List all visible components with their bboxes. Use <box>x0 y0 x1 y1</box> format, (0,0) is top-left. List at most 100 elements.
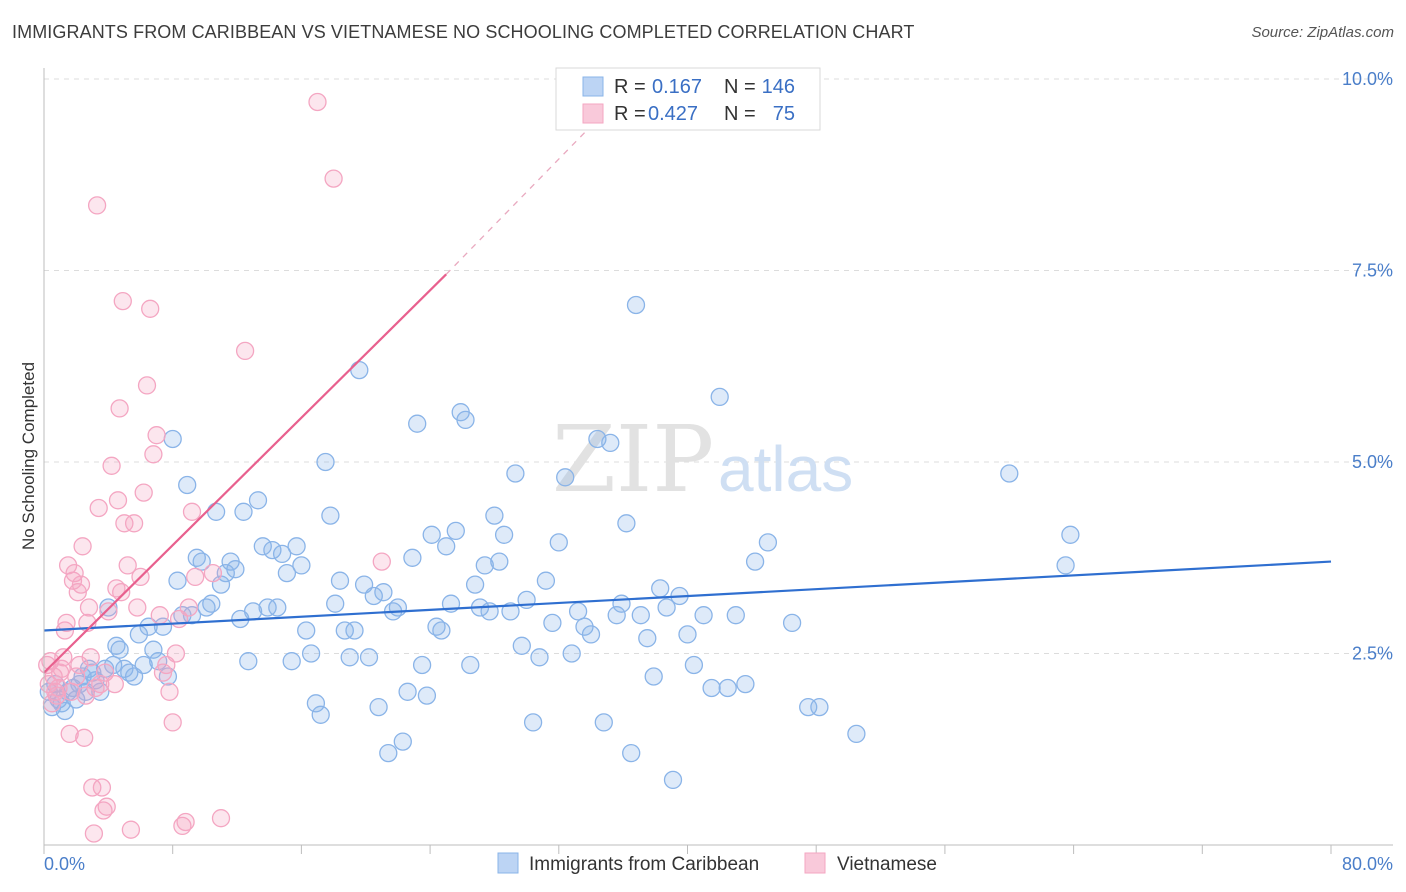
point-caribbean-131 <box>684 655 704 675</box>
point-vietnamese-23 <box>75 728 94 747</box>
legend-label-vietnamese: Vietnamese <box>837 854 937 875</box>
trendline-vietnamese-extension <box>445 109 608 275</box>
stats-n-label-2: N = <box>724 103 756 125</box>
point-caribbean-70 <box>350 360 369 380</box>
point-vietnamese-14 <box>60 724 79 744</box>
point-vietnamese-39 <box>102 456 121 475</box>
point-vietnamese-46 <box>115 514 134 533</box>
point-caribbean-81 <box>403 548 422 567</box>
point-caribbean-31 <box>163 429 182 449</box>
point-caribbean-107 <box>536 571 556 590</box>
y-tick-labels: 2.5% 5.0% 7.5% 10.0% <box>1342 69 1393 664</box>
point-vietnamese-47 <box>118 556 137 575</box>
point-vietnamese-56 <box>147 426 166 445</box>
y-tick-label-0: 2.5% <box>1352 644 1393 664</box>
point-caribbean-80 <box>398 682 417 701</box>
point-caribbean-65 <box>326 594 345 613</box>
point-caribbean-34 <box>178 475 197 495</box>
point-caribbean-103 <box>512 636 531 655</box>
point-vietnamese-27 <box>81 648 100 667</box>
point-caribbean-106 <box>530 648 549 667</box>
point-caribbean-73 <box>364 586 383 606</box>
point-caribbean-132 <box>694 606 713 625</box>
point-vietnamese-67 <box>182 502 202 521</box>
point-caribbean-146 <box>1061 525 1080 544</box>
point-caribbean-84 <box>417 686 437 705</box>
point-caribbean-44 <box>226 560 245 579</box>
point-vietnamese-53 <box>137 376 157 395</box>
point-caribbean-61 <box>306 694 326 713</box>
point-vietnamese-45 <box>113 291 132 311</box>
point-caribbean-29 <box>153 617 173 636</box>
point-caribbean-126 <box>651 579 670 598</box>
point-vietnamese-22 <box>73 537 92 556</box>
point-caribbean-25 <box>134 655 153 675</box>
point-caribbean-110 <box>556 468 575 487</box>
point-vietnamese-74 <box>372 552 391 571</box>
point-vietnamese-72 <box>308 92 327 112</box>
y-tick-label-2: 7.5% <box>1352 261 1393 281</box>
point-caribbean-87 <box>432 621 451 640</box>
point-vietnamese-40 <box>105 674 124 694</box>
point-caribbean-93 <box>461 655 480 675</box>
point-caribbean-20 <box>110 640 129 659</box>
point-caribbean-133 <box>702 678 721 698</box>
y-tick-label-3: 10.0% <box>1342 69 1393 89</box>
point-caribbean-32 <box>168 571 187 590</box>
point-caribbean-96 <box>475 556 494 575</box>
point-vietnamese-62 <box>166 644 186 663</box>
point-vietnamese-66 <box>179 598 198 617</box>
legend-label-caribbean: Immigrants from Caribbean <box>529 854 759 875</box>
stats-r-value-2: 0.427 <box>648 103 698 125</box>
point-vietnamese-55 <box>144 445 163 464</box>
point-caribbean-140 <box>782 613 802 633</box>
series-vietnamese-points <box>38 92 391 843</box>
point-vietnamese-33 <box>91 674 110 694</box>
point-vietnamese-28 <box>83 778 102 797</box>
x-tick-label-min: 0.0% <box>44 854 85 874</box>
point-vietnamese-37 <box>97 797 116 816</box>
point-vietnamese-43 <box>110 399 129 418</box>
point-vietnamese-12 <box>57 613 76 633</box>
point-caribbean-78 <box>388 598 408 617</box>
point-caribbean-120 <box>617 514 636 533</box>
point-caribbean-76 <box>379 743 398 763</box>
point-caribbean-64 <box>321 506 340 525</box>
point-caribbean-79 <box>393 732 412 751</box>
point-caribbean-88 <box>437 537 456 556</box>
stats-r-label-1: R = <box>614 76 646 98</box>
point-caribbean-112 <box>568 602 588 621</box>
point-caribbean-135 <box>718 678 737 698</box>
point-caribbean-54 <box>272 544 292 564</box>
point-vietnamese-42 <box>108 491 128 510</box>
y-axis-title: No Schooling Completed <box>19 362 38 550</box>
stats-box: R = 0.167 N = 146 R = 0.427 N = 75 <box>555 67 821 131</box>
point-caribbean-99 <box>490 552 509 571</box>
point-caribbean-46 <box>234 502 253 521</box>
point-caribbean-75 <box>374 583 393 602</box>
point-vietnamese-26 <box>79 598 99 617</box>
point-caribbean-142 <box>810 697 829 717</box>
point-caribbean-128 <box>663 770 683 790</box>
point-vietnamese-38 <box>99 602 118 621</box>
grid-lines <box>44 78 1393 654</box>
point-caribbean-42 <box>216 563 235 583</box>
point-caribbean-59 <box>297 621 316 640</box>
point-vietnamese-71 <box>235 341 255 361</box>
point-caribbean-50 <box>253 537 272 556</box>
legend-swatch-vietnamese <box>804 852 826 874</box>
point-vietnamese-21 <box>71 575 91 594</box>
point-vietnamese-49 <box>124 514 144 533</box>
stats-swatch-vietnamese <box>582 103 604 124</box>
point-caribbean-82 <box>408 414 427 433</box>
point-caribbean-53 <box>268 598 287 617</box>
point-caribbean-102 <box>506 464 525 483</box>
point-caribbean-101 <box>501 602 520 621</box>
point-caribbean-136 <box>726 606 745 625</box>
point-caribbean-109 <box>549 533 568 552</box>
point-vietnamese-32 <box>89 498 108 518</box>
y-tick-label-1: 5.0% <box>1352 452 1393 472</box>
point-caribbean-117 <box>601 433 620 453</box>
point-vietnamese-57 <box>150 606 169 625</box>
